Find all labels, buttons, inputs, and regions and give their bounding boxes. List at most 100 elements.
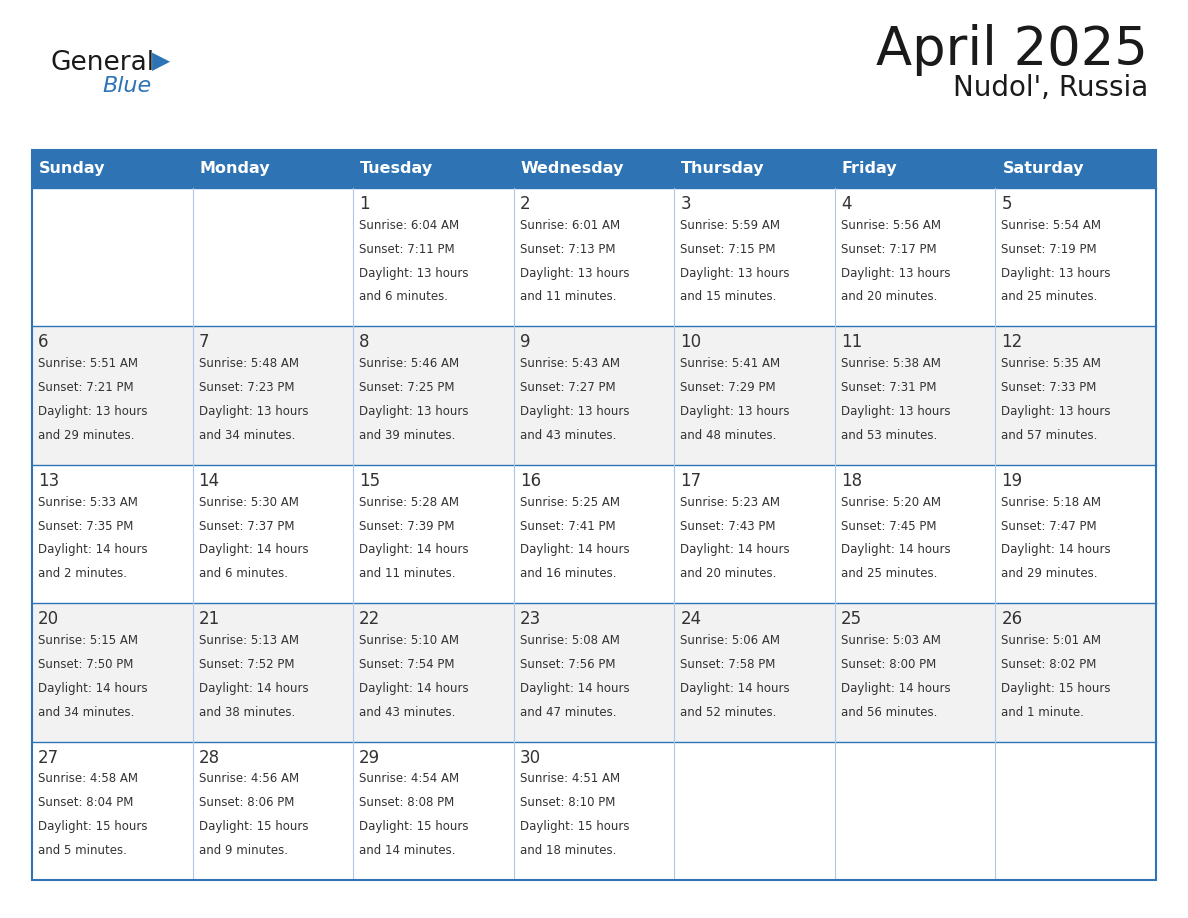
Text: Daylight: 13 hours: Daylight: 13 hours — [198, 405, 308, 418]
Text: 17: 17 — [681, 472, 701, 490]
Text: Sunset: 7:50 PM: Sunset: 7:50 PM — [38, 658, 133, 671]
Bar — [32, 150, 1156, 880]
Bar — [32, 327, 1156, 465]
Text: and 11 minutes.: and 11 minutes. — [519, 290, 617, 304]
Text: Sunset: 7:27 PM: Sunset: 7:27 PM — [519, 381, 615, 394]
Text: Sunset: 7:56 PM: Sunset: 7:56 PM — [519, 658, 615, 671]
Text: and 29 minutes.: and 29 minutes. — [1001, 567, 1098, 580]
Text: Sunrise: 6:01 AM: Sunrise: 6:01 AM — [519, 218, 620, 232]
Text: 11: 11 — [841, 333, 862, 352]
Text: and 29 minutes.: and 29 minutes. — [38, 429, 134, 442]
Text: Sunset: 7:45 PM: Sunset: 7:45 PM — [841, 520, 936, 532]
Text: Sunset: 8:04 PM: Sunset: 8:04 PM — [38, 796, 133, 810]
Text: 5: 5 — [1001, 195, 1012, 213]
Bar — [32, 742, 1156, 880]
Text: Daylight: 15 hours: Daylight: 15 hours — [359, 820, 468, 834]
Text: Daylight: 13 hours: Daylight: 13 hours — [519, 405, 630, 418]
Text: and 57 minutes.: and 57 minutes. — [1001, 429, 1098, 442]
Text: and 39 minutes.: and 39 minutes. — [359, 429, 455, 442]
Text: 4: 4 — [841, 195, 852, 213]
Text: Sunset: 7:41 PM: Sunset: 7:41 PM — [519, 520, 615, 532]
Text: Sunrise: 5:23 AM: Sunrise: 5:23 AM — [681, 496, 781, 509]
Text: 9: 9 — [519, 333, 530, 352]
Text: Sunrise: 5:13 AM: Sunrise: 5:13 AM — [198, 634, 298, 647]
Text: Sunset: 8:06 PM: Sunset: 8:06 PM — [198, 796, 293, 810]
Text: Sunrise: 5:43 AM: Sunrise: 5:43 AM — [519, 357, 620, 370]
Text: and 52 minutes.: and 52 minutes. — [681, 706, 777, 719]
Text: Daylight: 15 hours: Daylight: 15 hours — [519, 820, 630, 834]
Text: Sunset: 7:31 PM: Sunset: 7:31 PM — [841, 381, 936, 394]
Text: Sunrise: 5:38 AM: Sunrise: 5:38 AM — [841, 357, 941, 370]
Text: Sunrise: 5:46 AM: Sunrise: 5:46 AM — [359, 357, 460, 370]
Text: 7: 7 — [198, 333, 209, 352]
Text: and 43 minutes.: and 43 minutes. — [519, 429, 617, 442]
Text: 27: 27 — [38, 748, 59, 767]
Text: Sunrise: 5:35 AM: Sunrise: 5:35 AM — [1001, 357, 1101, 370]
Text: and 11 minutes.: and 11 minutes. — [359, 567, 456, 580]
Text: Sunrise: 5:06 AM: Sunrise: 5:06 AM — [681, 634, 781, 647]
Text: 19: 19 — [1001, 472, 1023, 490]
Text: 22: 22 — [359, 610, 380, 628]
Text: Thursday: Thursday — [681, 162, 765, 176]
Text: and 6 minutes.: and 6 minutes. — [359, 290, 448, 304]
Text: and 25 minutes.: and 25 minutes. — [1001, 290, 1098, 304]
Text: Sunrise: 5:48 AM: Sunrise: 5:48 AM — [198, 357, 298, 370]
Text: Sunrise: 5:33 AM: Sunrise: 5:33 AM — [38, 496, 138, 509]
Bar — [32, 465, 1156, 603]
Text: Sunset: 7:37 PM: Sunset: 7:37 PM — [198, 520, 295, 532]
Text: Sunrise: 5:41 AM: Sunrise: 5:41 AM — [681, 357, 781, 370]
Text: Sunrise: 5:54 AM: Sunrise: 5:54 AM — [1001, 218, 1101, 232]
Text: and 6 minutes.: and 6 minutes. — [198, 567, 287, 580]
Text: 3: 3 — [681, 195, 691, 213]
Text: Sunset: 8:10 PM: Sunset: 8:10 PM — [519, 796, 615, 810]
Text: Nudol', Russia: Nudol', Russia — [953, 74, 1148, 102]
Text: and 15 minutes.: and 15 minutes. — [681, 290, 777, 304]
Text: Daylight: 14 hours: Daylight: 14 hours — [519, 682, 630, 695]
Text: Daylight: 13 hours: Daylight: 13 hours — [1001, 405, 1111, 418]
Text: 23: 23 — [519, 610, 541, 628]
Text: Daylight: 14 hours: Daylight: 14 hours — [359, 543, 469, 556]
Text: 12: 12 — [1001, 333, 1023, 352]
Text: and 38 minutes.: and 38 minutes. — [198, 706, 295, 719]
Text: 26: 26 — [1001, 610, 1023, 628]
Text: Sunday: Sunday — [39, 162, 106, 176]
Text: Sunset: 7:43 PM: Sunset: 7:43 PM — [681, 520, 776, 532]
Text: Sunrise: 4:58 AM: Sunrise: 4:58 AM — [38, 772, 138, 786]
Text: 6: 6 — [38, 333, 49, 352]
Text: 8: 8 — [359, 333, 369, 352]
Text: 28: 28 — [198, 748, 220, 767]
Text: Sunrise: 5:20 AM: Sunrise: 5:20 AM — [841, 496, 941, 509]
Text: Sunrise: 5:01 AM: Sunrise: 5:01 AM — [1001, 634, 1101, 647]
Text: Sunrise: 4:54 AM: Sunrise: 4:54 AM — [359, 772, 460, 786]
Text: Sunrise: 5:51 AM: Sunrise: 5:51 AM — [38, 357, 138, 370]
Text: and 20 minutes.: and 20 minutes. — [681, 567, 777, 580]
Bar — [32, 150, 1156, 188]
Text: April 2025: April 2025 — [876, 24, 1148, 76]
Text: Sunset: 7:58 PM: Sunset: 7:58 PM — [681, 658, 776, 671]
Text: and 34 minutes.: and 34 minutes. — [38, 706, 134, 719]
Text: Sunset: 7:11 PM: Sunset: 7:11 PM — [359, 242, 455, 256]
Text: and 18 minutes.: and 18 minutes. — [519, 844, 617, 857]
Text: Daylight: 13 hours: Daylight: 13 hours — [359, 266, 468, 280]
Text: and 1 minute.: and 1 minute. — [1001, 706, 1085, 719]
Text: 2: 2 — [519, 195, 530, 213]
Text: Sunset: 8:00 PM: Sunset: 8:00 PM — [841, 658, 936, 671]
Text: Sunrise: 5:30 AM: Sunrise: 5:30 AM — [198, 496, 298, 509]
Text: Daylight: 14 hours: Daylight: 14 hours — [1001, 543, 1111, 556]
Text: Sunset: 7:47 PM: Sunset: 7:47 PM — [1001, 520, 1097, 532]
Text: Daylight: 15 hours: Daylight: 15 hours — [38, 820, 147, 834]
Text: Sunset: 7:17 PM: Sunset: 7:17 PM — [841, 242, 936, 256]
Text: Monday: Monday — [200, 162, 270, 176]
Text: Daylight: 13 hours: Daylight: 13 hours — [1001, 266, 1111, 280]
Text: Sunset: 7:29 PM: Sunset: 7:29 PM — [681, 381, 776, 394]
Text: Sunrise: 5:25 AM: Sunrise: 5:25 AM — [519, 496, 620, 509]
Text: and 34 minutes.: and 34 minutes. — [198, 429, 295, 442]
Text: Sunrise: 5:59 AM: Sunrise: 5:59 AM — [681, 218, 781, 232]
Text: and 9 minutes.: and 9 minutes. — [198, 844, 287, 857]
Text: Sunset: 7:25 PM: Sunset: 7:25 PM — [359, 381, 455, 394]
Text: Sunset: 7:54 PM: Sunset: 7:54 PM — [359, 658, 455, 671]
Text: Friday: Friday — [842, 162, 897, 176]
Text: Daylight: 13 hours: Daylight: 13 hours — [38, 405, 147, 418]
Text: Sunset: 7:21 PM: Sunset: 7:21 PM — [38, 381, 133, 394]
Text: Daylight: 14 hours: Daylight: 14 hours — [38, 682, 147, 695]
